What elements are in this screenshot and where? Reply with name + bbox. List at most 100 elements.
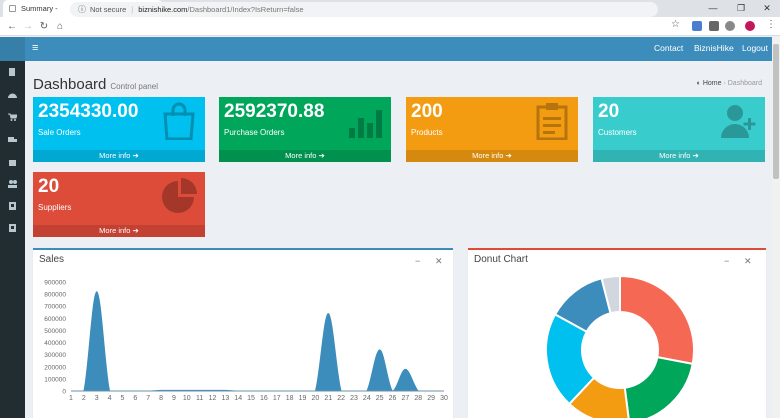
y-tick-label: 700000 [44, 304, 66, 311]
x-tick-label: 10 [183, 395, 191, 402]
profile-avatar[interactable] [745, 21, 755, 31]
close-icon[interactable]: ✕ [744, 256, 752, 266]
truck-icon[interactable] [8, 136, 17, 144]
x-tick-label: 25 [376, 395, 384, 402]
x-tick-label: 17 [273, 395, 281, 402]
page-scrollbar[interactable] [772, 37, 780, 418]
panel-title: Sales [39, 254, 65, 265]
stat-value: 20 [38, 176, 60, 197]
browser-toolbar: ← → ↻ ⌂ [0, 17, 780, 36]
dashboard-icon[interactable] [8, 91, 17, 99]
y-tick-label: 600000 [44, 316, 66, 323]
cart-icon[interactable] [8, 113, 17, 121]
donut-slice [623, 355, 694, 418]
y-tick-label: 200000 [44, 364, 66, 371]
y-tick-label: 300000 [44, 352, 66, 359]
maximize-window-icon[interactable]: ❐ [736, 3, 746, 13]
address-bar[interactable]: ⓘ Not secure | biznishike.com /Dashboard… [70, 2, 658, 17]
reload-icon[interactable]: ↻ [39, 20, 49, 32]
stat-label: Suppliers [38, 203, 72, 212]
x-tick-label: 6 [133, 395, 137, 402]
gift-icon[interactable] [8, 158, 17, 166]
x-tick-label: 24 [363, 395, 371, 402]
x-tick-label: 4 [108, 395, 112, 402]
x-tick-label: 30 [440, 395, 448, 402]
donut-slice [600, 274, 621, 315]
more-info-link[interactable]: More info ➔ [593, 150, 765, 162]
nav-biznishike-link[interactable]: BiznisHike [694, 43, 734, 53]
x-tick-label: 7 [146, 395, 150, 402]
address-book-icon[interactable] [8, 202, 17, 210]
breadcrumb-home[interactable]: Home [702, 80, 722, 87]
nav-logout-link[interactable]: Logout [742, 43, 768, 53]
address-book-icon[interactable] [8, 224, 17, 232]
y-tick-label: 900000 [44, 280, 66, 287]
sidebar-toggle-icon[interactable]: ≡ [32, 42, 39, 54]
scrollbar-thumb[interactable] [773, 44, 779, 179]
url-path: /Dashboard1/Index?IsReturn=false [187, 5, 304, 14]
close-window-icon[interactable]: ✕ [763, 3, 771, 13]
x-tick-label: 27 [402, 395, 410, 402]
extension-icon[interactable] [709, 21, 719, 31]
page-subtitle: Control panel [110, 82, 158, 91]
x-tick-label: 23 [350, 395, 358, 402]
x-tick-label: 19 [299, 395, 307, 402]
panel-title: Donut Chart [474, 254, 528, 265]
more-info-link[interactable]: More info ➔ [33, 150, 205, 162]
stat-value: 20 [598, 101, 620, 122]
bookmark-star-icon[interactable]: ☆ [671, 19, 680, 30]
x-tick-label: 5 [120, 395, 124, 402]
x-tick-label: 12 [209, 395, 217, 402]
more-info-link[interactable]: More info ➔ [406, 150, 578, 162]
minimize-window-icon[interactable]: — [708, 3, 718, 13]
home-icon[interactable]: ⌂ [56, 20, 64, 32]
nav-contact-link[interactable]: Contact [654, 43, 684, 53]
stat-box-suppliers: 20 Suppliers More info ➔ [33, 172, 205, 237]
page-title: Dashboard Control panel [33, 76, 158, 93]
more-info-link[interactable]: More info ➔ [33, 225, 205, 237]
breadcrumb-current: Dashboard [727, 80, 762, 87]
clipboard-icon [536, 103, 568, 140]
more-info-link[interactable]: More info ➔ [219, 150, 391, 162]
shopping-bag-icon [163, 102, 195, 140]
x-tick-label: 29 [427, 395, 435, 402]
x-tick-label: 15 [247, 395, 255, 402]
x-tick-label: 28 [414, 395, 422, 402]
collapse-icon[interactable]: − [415, 256, 421, 266]
donut-slice [619, 274, 695, 366]
logo[interactable] [0, 37, 25, 61]
x-tick-label: 14 [234, 395, 242, 402]
users-icon[interactable] [8, 180, 17, 188]
x-tick-label: 13 [221, 395, 229, 402]
close-icon[interactable]: ✕ [435, 256, 443, 266]
extension-icon[interactable] [692, 21, 702, 31]
stat-box-customers: 20 Customers More info ➔ [593, 97, 765, 162]
sales-area-series [70, 291, 444, 392]
stat-box-sale-orders: 2354330.00 Sale Orders More info ➔ [33, 97, 205, 162]
stat-label: Customers [598, 128, 637, 137]
x-tick-label: 20 [311, 395, 319, 402]
x-tick-label: 22 [337, 395, 345, 402]
top-navbar [0, 37, 772, 61]
file-icon[interactable] [8, 68, 17, 76]
back-arrow-icon[interactable]: ← [7, 20, 17, 32]
sales-panel: Sales − ✕ 0 100000 200000 300000 400000 50000… [33, 248, 453, 418]
y-tick-label: 800000 [44, 292, 66, 299]
forward-arrow-icon[interactable]: → [23, 20, 33, 32]
collapse-icon[interactable]: − [724, 256, 730, 266]
stat-value: 200 [411, 101, 443, 122]
donut-panel: Donut Chart − ✕ [468, 248, 766, 418]
y-tick-label: 500000 [44, 328, 66, 335]
stat-label: Sale Orders [38, 128, 81, 137]
sidebar [0, 61, 25, 418]
user-plus-icon [721, 105, 756, 138]
info-icon: ⓘ [78, 5, 86, 14]
x-tick-label: 11 [196, 395, 203, 402]
stat-value: 2354330.00 [38, 101, 139, 122]
extension-icon[interactable] [725, 21, 735, 31]
browser-menu-icon[interactable]: ⋮ [766, 19, 776, 30]
donut-chart [545, 274, 695, 418]
x-tick-label: 3 [95, 395, 99, 402]
x-tick-label: 1 [69, 395, 73, 402]
sales-area-chart: 0 100000 200000 300000 400000 500000 600000 700… [44, 280, 448, 403]
